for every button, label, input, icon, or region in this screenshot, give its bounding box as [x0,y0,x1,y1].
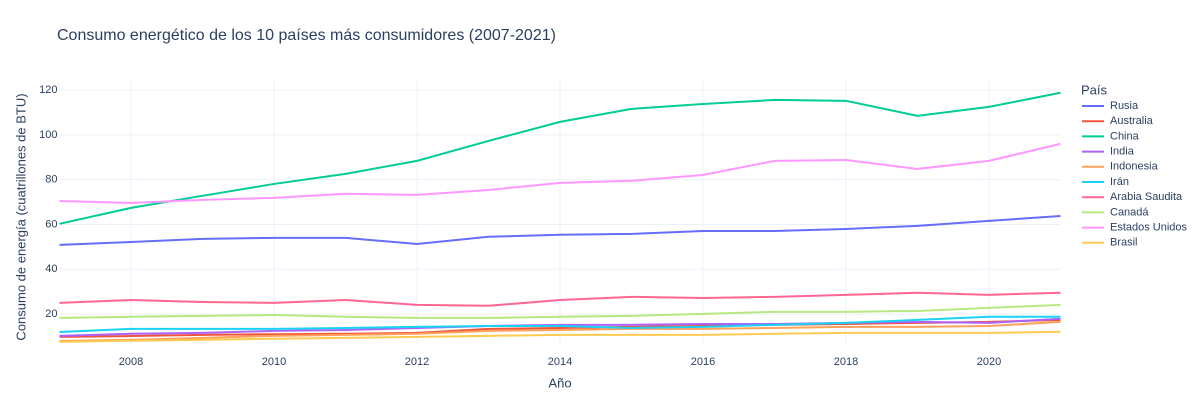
legend-title: País [1081,82,1108,97]
legend-label: Rusia [1110,100,1139,112]
legend-label: Australia [1110,115,1154,127]
x-tick-label: 2010 [262,356,286,368]
legend-label: Estados Unidos [1110,222,1188,234]
y-tick-label: 100 [39,129,57,141]
y-axis-title: Consumo de energía (cuatrillones de BTU) [13,93,28,340]
series-line [59,315,1061,334]
legend-label: Indonesia [1110,161,1159,173]
legend-label: Irán [1110,176,1129,188]
legend-label: Brasil [1110,237,1138,249]
legend-label: Canadá [1110,206,1149,218]
x-tick-label: 2018 [834,356,858,368]
series-line [59,317,1061,337]
y-tick-label: 80 [45,174,57,186]
x-tick-label: 2012 [405,356,429,368]
legend-label: India [1110,146,1135,158]
y-tick-label: 40 [45,263,57,275]
legend-label: Arabia Saudita [1110,191,1183,203]
y-tick-label: 60 [45,218,57,230]
x-tick-label: 2020 [977,356,1001,368]
series-line [59,291,1061,307]
chart-title: Consumo energético de los 10 países más … [57,27,556,44]
series-line [59,142,1061,204]
y-tick-label: 120 [39,84,57,96]
x-axis-title: Año [548,375,571,390]
x-tick-label: 2014 [548,356,572,368]
x-tick-label: 2008 [119,356,143,368]
legend-label: China [1110,130,1140,142]
series-line [59,214,1061,246]
x-tick-label: 2016 [691,356,715,368]
y-tick-label: 20 [45,308,57,320]
series-line [59,330,1061,343]
series-line [59,91,1061,225]
series-line [59,320,1061,342]
series-line [59,303,1061,319]
